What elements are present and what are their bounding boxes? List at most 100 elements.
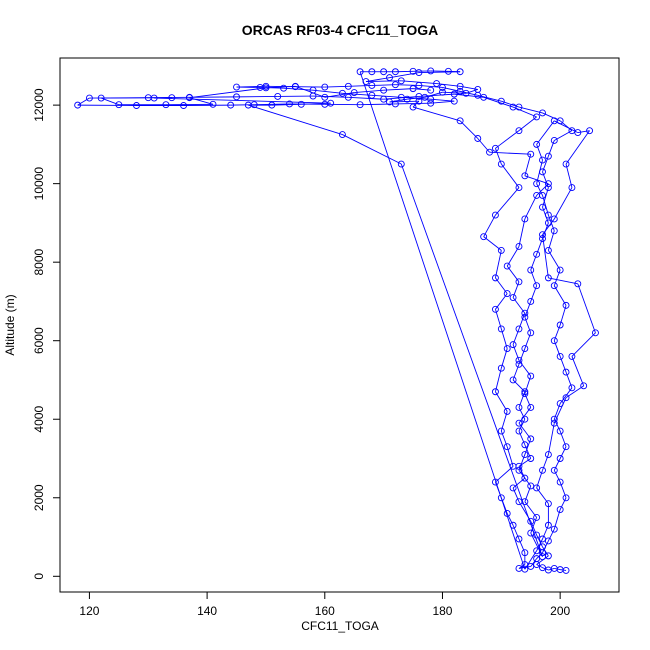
data-point [350,89,358,97]
series-segment [418,71,461,73]
data-point [397,93,405,101]
data-point [539,203,546,211]
series-segment [248,104,343,135]
data-point [233,93,240,101]
data-point [474,85,482,93]
data-point [415,69,423,76]
series-segment [548,250,561,271]
data-point [391,100,399,108]
x-tick-label: 140 [197,604,217,618]
data-point [497,427,505,435]
data-point [497,494,505,502]
data-point [568,352,576,360]
data-point [456,87,464,95]
data-point [456,68,464,76]
data-point [527,372,535,380]
data-point [515,325,523,333]
data-point [550,419,558,427]
data-point [533,555,541,563]
data-point [509,103,517,111]
data-point [592,329,599,337]
data-point [574,280,582,288]
series-segment [395,84,419,86]
data-point [327,99,335,107]
series-segment [559,446,567,459]
series-segment [571,332,596,357]
series-segment [489,151,531,155]
data-point [527,435,535,443]
series-segment [371,84,396,86]
data-point [521,345,529,353]
data-point [150,94,158,102]
data-series [74,67,599,574]
series-segment [477,94,502,102]
series-segment [512,106,537,118]
data-point [380,68,388,76]
data-point [539,553,546,561]
data-point [515,127,523,135]
x-tick-label: 120 [79,604,99,618]
data-point [180,102,188,109]
data-point [456,82,464,90]
data-point [186,94,193,102]
series-segment [524,175,549,185]
data-point [397,160,405,168]
data-point [297,100,305,108]
series-segment [565,163,573,188]
data-point [491,144,499,152]
x-axis: 120 140 160 180 200 [79,592,570,618]
series-segment [342,134,402,165]
data-point [515,466,523,474]
data-point [539,168,546,176]
data-point [533,180,541,188]
data-point [391,68,399,76]
data-point [497,246,505,254]
data-point [515,535,523,543]
series-segment [565,385,584,399]
data-point [568,127,576,135]
data-point [509,484,517,492]
series-segment [536,183,543,196]
series-segment [371,94,402,98]
series-segment [553,285,567,306]
data-point [309,92,317,100]
data-point [515,278,523,286]
data-point [544,180,552,188]
data-point [85,94,93,102]
data-point [521,474,529,482]
data-point [539,156,546,164]
series-segment [536,534,543,548]
data-point [515,356,523,364]
data-point [338,89,346,97]
data-point [533,113,541,121]
data-point [444,67,452,75]
data-point [368,68,376,76]
data-point [544,246,552,254]
series-segment [530,521,538,536]
series-segment [400,163,543,557]
series-segment [312,89,343,94]
data-point [497,160,505,168]
data-point [539,235,546,243]
data-point [368,82,376,89]
plot-frame [59,57,620,593]
series-segment [348,85,372,87]
data-point [562,301,570,309]
data-point [356,68,364,76]
series-segment [536,120,555,145]
y-tick-label: 2000 [32,484,46,511]
data-point [503,443,511,451]
data-point [491,305,499,313]
data-point [550,137,558,144]
data-point [74,101,82,109]
data-point [497,97,505,105]
series-segment [483,236,502,251]
data-point [462,89,470,97]
data-point [544,219,552,227]
series-segment [559,497,567,510]
series-segment [524,154,532,176]
data-point [439,88,446,96]
series-segment [418,85,443,88]
y-tick-label: 6000 [32,327,46,354]
data-point [521,390,529,398]
